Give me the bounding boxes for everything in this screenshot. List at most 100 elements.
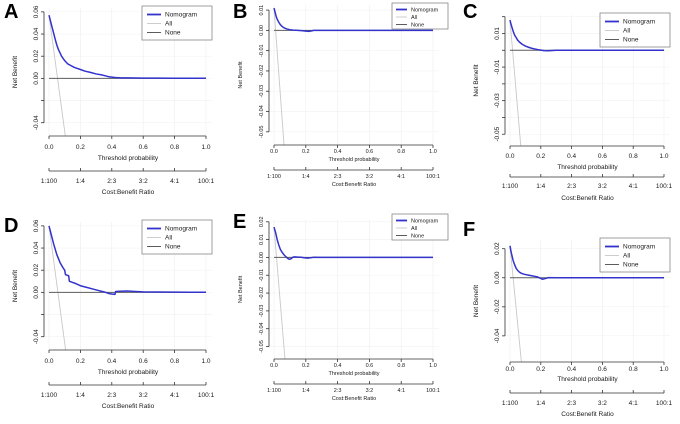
legend-label: All [165, 235, 173, 242]
svg-text:0.6: 0.6 [139, 358, 148, 365]
cost-benefit-axis-title: Cost:Benefit Ratio [102, 189, 155, 196]
all-line [48, 15, 66, 136]
svg-text:2:3: 2:3 [567, 400, 576, 407]
y-axis [41, 225, 45, 338]
panel-letter-F: F [463, 219, 476, 241]
svg-text:1:4: 1:4 [76, 392, 85, 399]
svg-text:0.02: 0.02 [259, 216, 265, 227]
svg-text:0.2: 0.2 [302, 149, 310, 155]
legend-label: All [623, 253, 631, 260]
svg-text:-0.01: -0.01 [259, 269, 265, 282]
cost-benefit-tick-labels: 1:100 1:4 2:3 3:2 4:1 100:1 [267, 174, 440, 180]
cost-benefit-axis-title: Cost:Benefit Ratio [561, 411, 614, 418]
x-axis [509, 145, 665, 149]
panel-letter-E: E [233, 211, 247, 233]
svg-text:0.4: 0.4 [567, 153, 576, 160]
svg-text:1:100: 1:100 [502, 400, 519, 407]
dca-chart-B: 0.01 0.00 -0.01 -0.02 -0.03 -0.04 -0.05 Net Ben… [238, 2, 449, 188]
svg-text:1:4: 1:4 [302, 174, 310, 180]
cost-benefit-axis [273, 167, 434, 171]
svg-text:2:3: 2:3 [334, 174, 342, 180]
cost-benefit-axis-title: Cost:Benefit Ratio [332, 396, 376, 402]
svg-text:-0.05: -0.05 [259, 340, 265, 353]
svg-text:3:2: 3:2 [366, 388, 374, 394]
svg-text:0.8: 0.8 [629, 153, 638, 160]
legend: Nomogram All None [141, 5, 213, 41]
svg-text:0.0: 0.0 [505, 366, 514, 373]
svg-text:-0.01: -0.01 [494, 59, 501, 74]
svg-text:1:100: 1:100 [41, 178, 58, 185]
y-axis [41, 11, 45, 124]
svg-text:-0.01: -0.01 [259, 44, 265, 57]
legend: Nomogram All None [141, 219, 213, 255]
panel-letter-C: C [463, 1, 478, 23]
svg-text:100:1: 100:1 [198, 178, 215, 185]
svg-text:0.0: 0.0 [44, 358, 53, 365]
y-tick-labels: 0.02 0.00 -0.02 -0.04 [494, 242, 501, 343]
legend-label: None [623, 262, 639, 269]
x-axis-title: Threshold probability [557, 164, 618, 171]
cost-benefit-axis [48, 168, 207, 172]
svg-text:100:1: 100:1 [656, 400, 673, 407]
x-axis [48, 349, 207, 353]
cost-benefit-axis [48, 382, 207, 386]
legend-label: All [411, 226, 417, 232]
legend-label: Nomogram [623, 19, 655, 26]
y-axis [502, 16, 506, 135]
svg-text:0.00: 0.00 [494, 271, 501, 284]
x-tick-labels: 0.0 0.2 0.4 0.6 0.8 1.0 [44, 144, 210, 151]
y-tick-labels: 0.02 0.01 0.00 -0.01 -0.02 -0.03 -0.04 -0.05 [259, 216, 265, 352]
legend-label: None [165, 30, 181, 37]
svg-text:1:100: 1:100 [267, 174, 281, 180]
legend-label: None [165, 244, 181, 251]
cost-benefit-axis [273, 381, 434, 385]
svg-text:2:3: 2:3 [107, 392, 116, 399]
svg-text:0.02: 0.02 [494, 242, 501, 255]
svg-text:3:2: 3:2 [139, 178, 148, 185]
svg-text:4:1: 4:1 [629, 400, 638, 407]
panel-F: F 0.02 0.00 -0.02 -0.04 Net Benefit 0.0 0.2 0.4… [455, 212, 680, 424]
panel-letter-A: A [4, 1, 19, 23]
y-axis-title: Net Benefit [12, 270, 19, 302]
cost-benefit-axis-title: Cost:Benefit Ratio [332, 182, 376, 188]
y-axis-title: Net Benefit [238, 275, 244, 303]
svg-text:3:2: 3:2 [598, 183, 607, 190]
svg-text:3:2: 3:2 [598, 400, 607, 407]
svg-text:3:2: 3:2 [139, 392, 148, 399]
nomogram-curve [48, 15, 206, 80]
all-line [48, 225, 67, 350]
svg-text:0.00: 0.00 [33, 72, 40, 85]
y-tick-labels: 0.01 -0.01 -0.03 -0.05 [494, 27, 501, 142]
svg-text:0.4: 0.4 [107, 358, 116, 365]
legend-label: None [411, 234, 424, 240]
cost-benefit-tick-labels: 1:100 1:4 2:3 3:2 4:1 100:1 [267, 388, 440, 394]
legend-label: Nomogram [165, 226, 197, 233]
y-axis-title: Net Benefit [473, 285, 480, 317]
legend-label: All [623, 28, 631, 35]
nomogram-curve [48, 225, 206, 296]
svg-text:1.0: 1.0 [429, 363, 437, 369]
svg-text:-0.04: -0.04 [33, 115, 40, 130]
x-tick-labels: 0.0 0.2 0.4 0.6 0.8 1.0 [505, 153, 668, 160]
panel-A: A 0.06 0.04 0.02 0.00 -0.04 Net Benefit 0.0 0.2… [0, 0, 228, 212]
panel-B: B 0.01 0.00 -0.01 -0.02 -0.03 -0.04 -0.05 Net B… [228, 0, 455, 212]
svg-text:0.2: 0.2 [302, 363, 310, 369]
svg-text:-0.04: -0.04 [494, 328, 501, 343]
svg-text:0.01: 0.01 [259, 5, 265, 16]
svg-text:0.00: 0.00 [259, 25, 265, 36]
legend-label: None [411, 23, 424, 29]
x-tick-labels: 0.0 0.2 0.4 0.6 0.8 1.0 [44, 358, 210, 365]
svg-text:1.0: 1.0 [201, 358, 210, 365]
svg-text:-0.05: -0.05 [494, 126, 501, 141]
cost-benefit-tick-labels: 1:100 1:4 2:3 3:2 4:1 100:1 [41, 178, 215, 185]
svg-text:3:2: 3:2 [366, 174, 374, 180]
y-axis-title: Net Benefit [238, 61, 244, 89]
svg-text:1.0: 1.0 [659, 153, 668, 160]
x-tick-labels: 0.0 0.2 0.4 0.6 0.8 1.0 [270, 363, 437, 369]
y-axis [266, 9, 270, 133]
svg-text:0.2: 0.2 [536, 153, 545, 160]
